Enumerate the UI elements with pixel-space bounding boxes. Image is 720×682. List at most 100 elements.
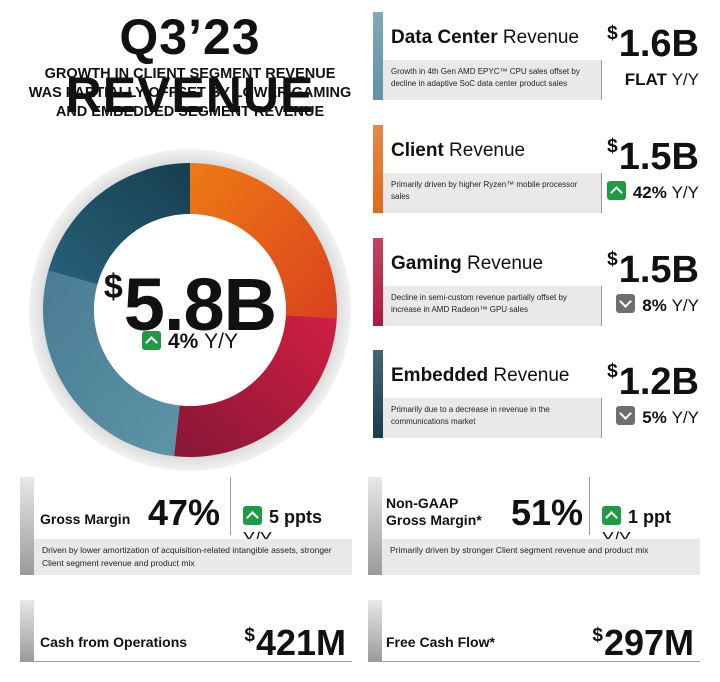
- segment-value: $1.5B: [607, 125, 699, 179]
- up-arrow-icon: [141, 331, 161, 350]
- subtitle-line: WAS PARTIALLY OFFSET BY LOWER GAMING: [28, 85, 352, 101]
- segment-card-embedded: Embedded Revenue $1.2B Primarily due to …: [373, 350, 703, 438]
- divider: [230, 477, 231, 535]
- divider: [34, 661, 352, 662]
- total-change-unit: Y/Y: [204, 330, 239, 353]
- currency-symbol: $: [592, 625, 603, 646]
- up-arrow-icon: [602, 506, 621, 525]
- fcf-amount: 297M: [603, 622, 694, 663]
- fcf-label: Free Cash Flow*: [386, 634, 495, 650]
- segment-card-gaming: Gaming Revenue $1.5B Decline in semi-cus…: [373, 238, 703, 326]
- segment-yoy: 5% Y/Y: [601, 398, 703, 438]
- segment-name-rest: Revenue: [497, 27, 579, 48]
- segment-change: 8%: [642, 296, 667, 315]
- segment-color-bar: [373, 350, 383, 438]
- segment-change-unit: Y/Y: [671, 70, 699, 89]
- segment-yoy: FLAT Y/Y: [601, 60, 703, 100]
- nongaap-label-line1: Non-GAAP: [386, 495, 459, 511]
- currency-symbol: $: [244, 625, 255, 646]
- segment-value: $1.6B: [607, 12, 699, 66]
- segment-change-unit: Y/Y: [671, 296, 699, 315]
- box-accent-bar: [20, 600, 34, 662]
- segment-card-client: Client Revenue $1.5B Primarily driven by…: [373, 125, 703, 213]
- nongaap-value: 51%: [511, 492, 584, 533]
- segment-amount: 1.6B: [618, 23, 699, 65]
- currency-symbol: $: [607, 23, 618, 44]
- divider: [589, 477, 590, 535]
- gross-margin-label: Gross Margin: [40, 511, 131, 527]
- segment-card-data-center: Data Center Revenue $1.6B Growth in 4th …: [373, 12, 703, 100]
- subtitle-line: GROWTH IN CLIENT SEGMENT REVENUE: [44, 66, 336, 82]
- donut-slice-gaming: [174, 315, 337, 457]
- donut-hole: [94, 214, 286, 406]
- segment-name: Data Center Revenue: [391, 27, 579, 49]
- total-currency: $: [103, 268, 123, 306]
- segment-description: Primarily due to a decrease in revenue i…: [383, 398, 601, 438]
- nongaap-note: Primarily driven by stronger Client segm…: [382, 539, 700, 575]
- donut-slice-embedded: [48, 163, 190, 285]
- donut-svg: [29, 149, 351, 471]
- segment-name-bold: Client: [391, 140, 444, 161]
- segment-change-unit: Y/Y: [671, 183, 699, 202]
- segment-change: 5%: [642, 408, 667, 427]
- page-subtitle: GROWTH IN CLIENT SEGMENT REVENUE WAS PAR…: [20, 65, 360, 122]
- segment-yoy: 42% Y/Y: [601, 173, 703, 213]
- segment-name-rest: Revenue: [443, 140, 526, 161]
- segment-amount: 1.5B: [618, 136, 699, 178]
- segment-name-bold: Data Center: [391, 27, 498, 48]
- donut-slice-client: [190, 163, 337, 318]
- segment-amount: 1.2B: [618, 361, 699, 403]
- segment-change: FLAT: [624, 70, 667, 89]
- up-arrow-icon: [243, 506, 262, 525]
- donut-slice-data-center: [43, 270, 180, 457]
- total-yoy-change: 4% Y/Y: [27, 330, 353, 354]
- segment-value: $1.2B: [607, 350, 699, 404]
- cash-from-operations-box: Cash from Operations $421M: [20, 600, 352, 663]
- cash-ops-amount: 421M: [255, 622, 346, 663]
- segment-description: Decline in semi-custom revenue partially…: [383, 286, 601, 326]
- currency-symbol: $: [607, 249, 618, 270]
- segment-name: Client Revenue: [391, 140, 525, 162]
- up-arrow-icon: [606, 181, 626, 200]
- box-accent-bar: [20, 477, 34, 575]
- segment-amount: 1.5B: [618, 249, 699, 291]
- gross-margin-value: 47%: [148, 492, 221, 533]
- segment-name: Gaming Revenue: [391, 253, 543, 275]
- box-accent-bar: [368, 600, 382, 662]
- nongaap-label-line2: Gross Margin*: [386, 512, 482, 528]
- page-title: Q3’23 REVENUE: [65, 9, 315, 123]
- gross-margin-note: Driven by lower amortization of acquisit…: [34, 539, 352, 575]
- segment-name-bold: Embedded: [391, 365, 489, 386]
- currency-symbol: $: [607, 361, 618, 382]
- segment-name-rest: Revenue: [461, 253, 544, 274]
- segment-name: Embedded Revenue: [391, 365, 569, 387]
- cash-ops-label: Cash from Operations: [40, 634, 188, 650]
- segment-change-unit: Y/Y: [671, 408, 699, 427]
- segment-name-rest: Revenue: [488, 365, 570, 386]
- currency-symbol: $: [607, 136, 618, 157]
- segment-color-bar: [373, 125, 383, 213]
- total-change: 4%: [167, 330, 199, 353]
- gross-margin-change: 5 ppts: [269, 507, 323, 527]
- fcf-value: $297M: [592, 616, 694, 663]
- down-arrow-icon: [616, 406, 636, 425]
- nongaap-change: 1 ppt: [628, 507, 671, 527]
- down-arrow-icon: [616, 294, 636, 313]
- revenue-donut-chart: $5.8B 4% Y/Y: [27, 147, 353, 473]
- segment-description: Growth in 4th Gen AMD EPYC™ CPU sales of…: [383, 60, 601, 100]
- segment-color-bar: [373, 238, 383, 326]
- free-cash-flow-box: Free Cash Flow* $297M: [368, 600, 700, 663]
- cash-ops-value: $421M: [244, 616, 346, 663]
- subtitle-line: AND EMBEDDED SEGMENT REVENUE: [55, 104, 325, 120]
- gross-margin-box: Gross Margin 47% 5 ppts Y/Y Driven by lo…: [20, 477, 352, 575]
- box-accent-bar: [368, 477, 382, 575]
- segment-color-bar: [373, 12, 383, 100]
- divider: [382, 661, 700, 662]
- segment-description: Primarily driven by higher Ryzen™ mobile…: [383, 173, 601, 213]
- segment-change: 42%: [632, 183, 667, 202]
- segment-value: $1.5B: [607, 238, 699, 292]
- nongaap-label: Non-GAAP Gross Margin*: [386, 495, 482, 529]
- segment-name-bold: Gaming: [391, 253, 462, 274]
- segment-yoy: 8% Y/Y: [601, 286, 703, 326]
